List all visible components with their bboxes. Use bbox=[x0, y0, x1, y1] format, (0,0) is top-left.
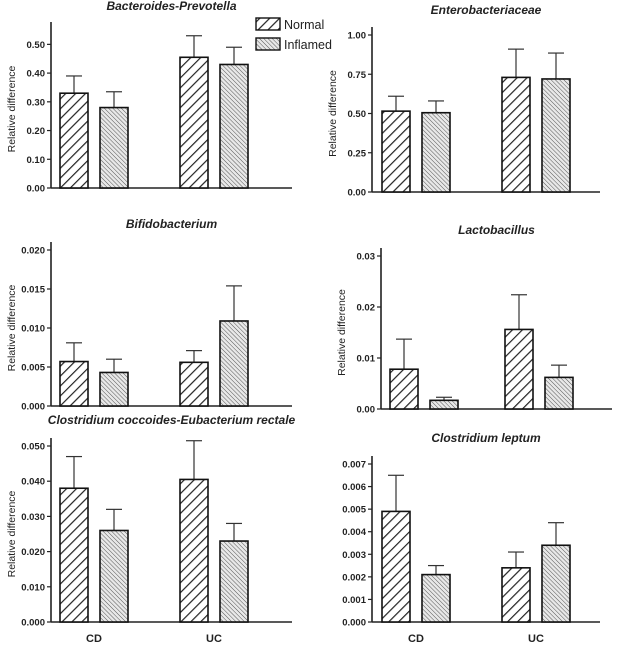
y-tick-label: 0.015 bbox=[21, 285, 45, 296]
y-tick-label: 0.010 bbox=[21, 582, 45, 593]
y-tick-label: 0.010 bbox=[21, 324, 45, 335]
bar-inflamed-cd bbox=[99, 371, 129, 407]
bar-inflamed-uc bbox=[541, 544, 571, 623]
y-tick-label: 0.000 bbox=[21, 402, 45, 413]
y-axis-label: Relative difference bbox=[336, 289, 348, 376]
panel-title: Bifidobacterium bbox=[126, 217, 218, 231]
x-tick-label: UC bbox=[206, 633, 222, 645]
bar-normal-cd bbox=[389, 368, 419, 410]
y-tick-label: 0.20 bbox=[27, 126, 46, 137]
panel-title: Enterobacteriaceae bbox=[431, 3, 542, 17]
x-tick-label: CD bbox=[86, 633, 102, 645]
y-tick-label: 0.75 bbox=[348, 70, 367, 81]
y-tick-label: 0.050 bbox=[21, 442, 45, 453]
y-tick-label: 0.004 bbox=[342, 527, 366, 538]
y-tick-label: 0.10 bbox=[27, 155, 46, 166]
y-tick-label: 0.02 bbox=[357, 303, 376, 314]
bar-normal-uc bbox=[179, 56, 209, 189]
y-tick-label: 0.002 bbox=[342, 572, 366, 583]
legend-swatch-inflamed bbox=[255, 37, 281, 51]
panel-title: Lactobacillus bbox=[458, 223, 535, 237]
y-tick-label: 0.005 bbox=[342, 505, 366, 516]
y-tick-label: 0.40 bbox=[27, 69, 46, 80]
bar-inflamed-cd bbox=[421, 111, 451, 193]
y-axis-label: Relative difference bbox=[6, 284, 18, 371]
legend-swatch-normal bbox=[255, 17, 281, 31]
bar-normal-cd bbox=[59, 360, 89, 407]
bar-inflamed-cd bbox=[99, 106, 129, 189]
bar-inflamed-uc bbox=[219, 320, 249, 407]
y-tick-label: 0.005 bbox=[21, 363, 45, 374]
y-tick-label: 0.30 bbox=[27, 97, 46, 108]
y-tick-label: 0.50 bbox=[27, 40, 46, 51]
bar-inflamed-cd bbox=[421, 573, 451, 623]
bar-inflamed-uc bbox=[544, 376, 574, 410]
y-tick-label: 0.000 bbox=[342, 618, 366, 629]
y-tick-label: 0.030 bbox=[21, 512, 45, 523]
legend-label: Normal bbox=[284, 18, 324, 32]
y-tick-label: 0.00 bbox=[27, 184, 46, 195]
bar-inflamed-cd bbox=[99, 529, 129, 623]
bar-inflamed-uc bbox=[219, 63, 249, 189]
y-tick-label: 0.001 bbox=[342, 595, 366, 606]
panel-title: Clostridium coccoides-Eubacterium rectal… bbox=[48, 413, 296, 427]
y-axis-label: Relative difference bbox=[6, 65, 18, 152]
y-axis-label: Relative difference bbox=[6, 490, 18, 577]
y-axis-label: Relative difference bbox=[327, 70, 339, 157]
bar-normal-cd bbox=[381, 510, 411, 623]
bar-normal-uc bbox=[179, 361, 209, 407]
bar-normal-cd bbox=[59, 487, 89, 623]
bar-inflamed-uc bbox=[219, 540, 249, 623]
panel-title: Clostridium leptum bbox=[431, 431, 541, 445]
bar-normal-uc bbox=[179, 478, 209, 623]
bar-inflamed-uc bbox=[541, 78, 571, 193]
y-tick-label: 0.00 bbox=[348, 188, 367, 199]
y-tick-label: 1.00 bbox=[348, 31, 367, 42]
y-tick-label: 0.03 bbox=[357, 252, 376, 263]
y-tick-label: 0.003 bbox=[342, 550, 366, 561]
bar-normal-uc bbox=[501, 76, 531, 193]
y-tick-label: 0.25 bbox=[348, 148, 367, 159]
x-tick-label: CD bbox=[408, 633, 424, 645]
y-tick-label: 0.01 bbox=[357, 354, 376, 365]
y-tick-label: 0.50 bbox=[348, 109, 367, 120]
y-tick-label: 0.007 bbox=[342, 460, 366, 471]
x-tick-label: UC bbox=[528, 633, 544, 645]
y-tick-label: 0.006 bbox=[342, 482, 366, 493]
y-tick-label: 0.020 bbox=[21, 547, 45, 558]
y-tick-label: 0.040 bbox=[21, 477, 45, 488]
bar-inflamed-cd bbox=[429, 399, 459, 410]
legend-label: Inflamed bbox=[284, 38, 332, 52]
bar-normal-cd bbox=[59, 92, 89, 189]
y-tick-label: 0.00 bbox=[357, 405, 376, 416]
bar-normal-cd bbox=[381, 110, 411, 193]
panel-title: Bacteroides-Prevotella bbox=[106, 0, 236, 13]
y-tick-label: 0.020 bbox=[21, 246, 45, 257]
bar-normal-uc bbox=[504, 328, 534, 410]
y-tick-label: 0.000 bbox=[21, 618, 45, 629]
bar-normal-uc bbox=[501, 567, 531, 623]
